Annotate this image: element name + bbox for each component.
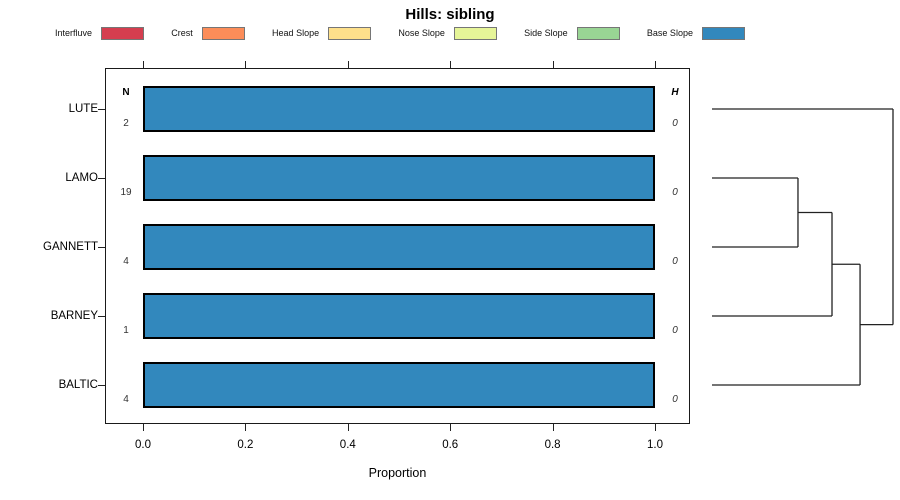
legend-color-swatch (201, 26, 245, 40)
x-axis-tick-top (552, 61, 554, 68)
y-axis-label: BALTIC (58, 379, 98, 391)
x-axis-tick-label: 0.2 (237, 439, 254, 451)
legend-item: Nose Slope (398, 26, 497, 40)
h-value: 0 (672, 118, 678, 129)
legend-item-label: Crest (171, 28, 193, 38)
bar-segment-base-slope (143, 224, 655, 270)
x-axis-tick (245, 424, 247, 431)
n-value: 19 (120, 187, 132, 198)
x-axis-tick (347, 424, 349, 431)
x-axis-tick-top (143, 61, 144, 68)
x-axis-tick-label: 0.0 (135, 439, 151, 451)
h-column-header: H (671, 87, 679, 98)
legend-item-label: Side Slope (524, 28, 568, 38)
x-axis-tick (655, 424, 656, 431)
dendrogram (712, 108, 894, 386)
legend-color-swatch (576, 26, 620, 40)
x-axis-tick-label: 1.0 (647, 439, 663, 451)
n-value: 1 (123, 325, 129, 336)
x-axis-tick-top (245, 61, 247, 68)
n-column-header: N (122, 87, 130, 98)
y-axis-tick (98, 109, 105, 110)
bar-segment-base-slope (143, 155, 655, 201)
bar-segment-base-slope (143, 293, 655, 339)
n-value: 4 (123, 394, 129, 405)
x-axis-tick (450, 424, 452, 431)
h-value: 0 (672, 325, 678, 336)
y-axis-label: LUTE (68, 103, 98, 115)
legend-color-swatch (701, 26, 745, 40)
n-value: 4 (123, 256, 129, 267)
bar (143, 86, 655, 132)
legend-color-swatch (328, 26, 372, 40)
x-axis-tick-label: 0.6 (442, 439, 459, 451)
bar (143, 155, 655, 201)
h-value: 0 (672, 187, 678, 198)
bar-segment-base-slope (143, 86, 655, 132)
n-value: 2 (123, 118, 129, 129)
y-axis-tick (98, 385, 105, 386)
legend-item: Crest (171, 26, 245, 40)
x-axis-tick-top (450, 61, 452, 68)
bar (143, 293, 655, 339)
legend-item-label: Base Slope (646, 28, 693, 38)
legend-item-label: Interfluve (55, 28, 93, 38)
y-axis-label: GANNETT (43, 241, 98, 253)
x-axis-title: Proportion (368, 466, 427, 480)
x-axis-tick-label: 0.8 (544, 439, 561, 451)
x-axis-tick (143, 424, 144, 431)
y-axis-label: LAMO (65, 172, 98, 184)
y-axis-tick (98, 316, 105, 317)
chart-title: Hills: sibling (405, 6, 495, 23)
y-axis-label: BARNEY (50, 310, 98, 322)
legend: Interfluve Crest Head Slope Nose Slope S… (55, 25, 745, 41)
bar (143, 224, 655, 270)
x-axis-tick-top (347, 61, 349, 68)
legend-item: Head Slope (272, 26, 372, 40)
x-axis-tick-label: 0.4 (339, 439, 356, 451)
x-axis-tick (552, 424, 554, 431)
x-axis-tick-top (655, 61, 656, 68)
bar (143, 362, 655, 408)
legend-color-swatch (453, 26, 497, 40)
y-axis-tick (98, 247, 105, 248)
legend-item: Interfluve (55, 26, 145, 40)
y-axis-tick (98, 178, 105, 179)
bar-segment-base-slope (143, 362, 655, 408)
legend-item: Side Slope (524, 26, 620, 40)
plot-panel: N H 2 0 19 0 4 0 1 0 4 0 (105, 68, 690, 424)
legend-item-label: Nose Slope (398, 28, 445, 38)
h-value: 0 (672, 394, 678, 405)
h-value: 0 (672, 256, 678, 267)
legend-item-label: Head Slope (272, 28, 320, 38)
legend-item: Base Slope (646, 26, 745, 40)
legend-color-swatch (101, 26, 145, 40)
